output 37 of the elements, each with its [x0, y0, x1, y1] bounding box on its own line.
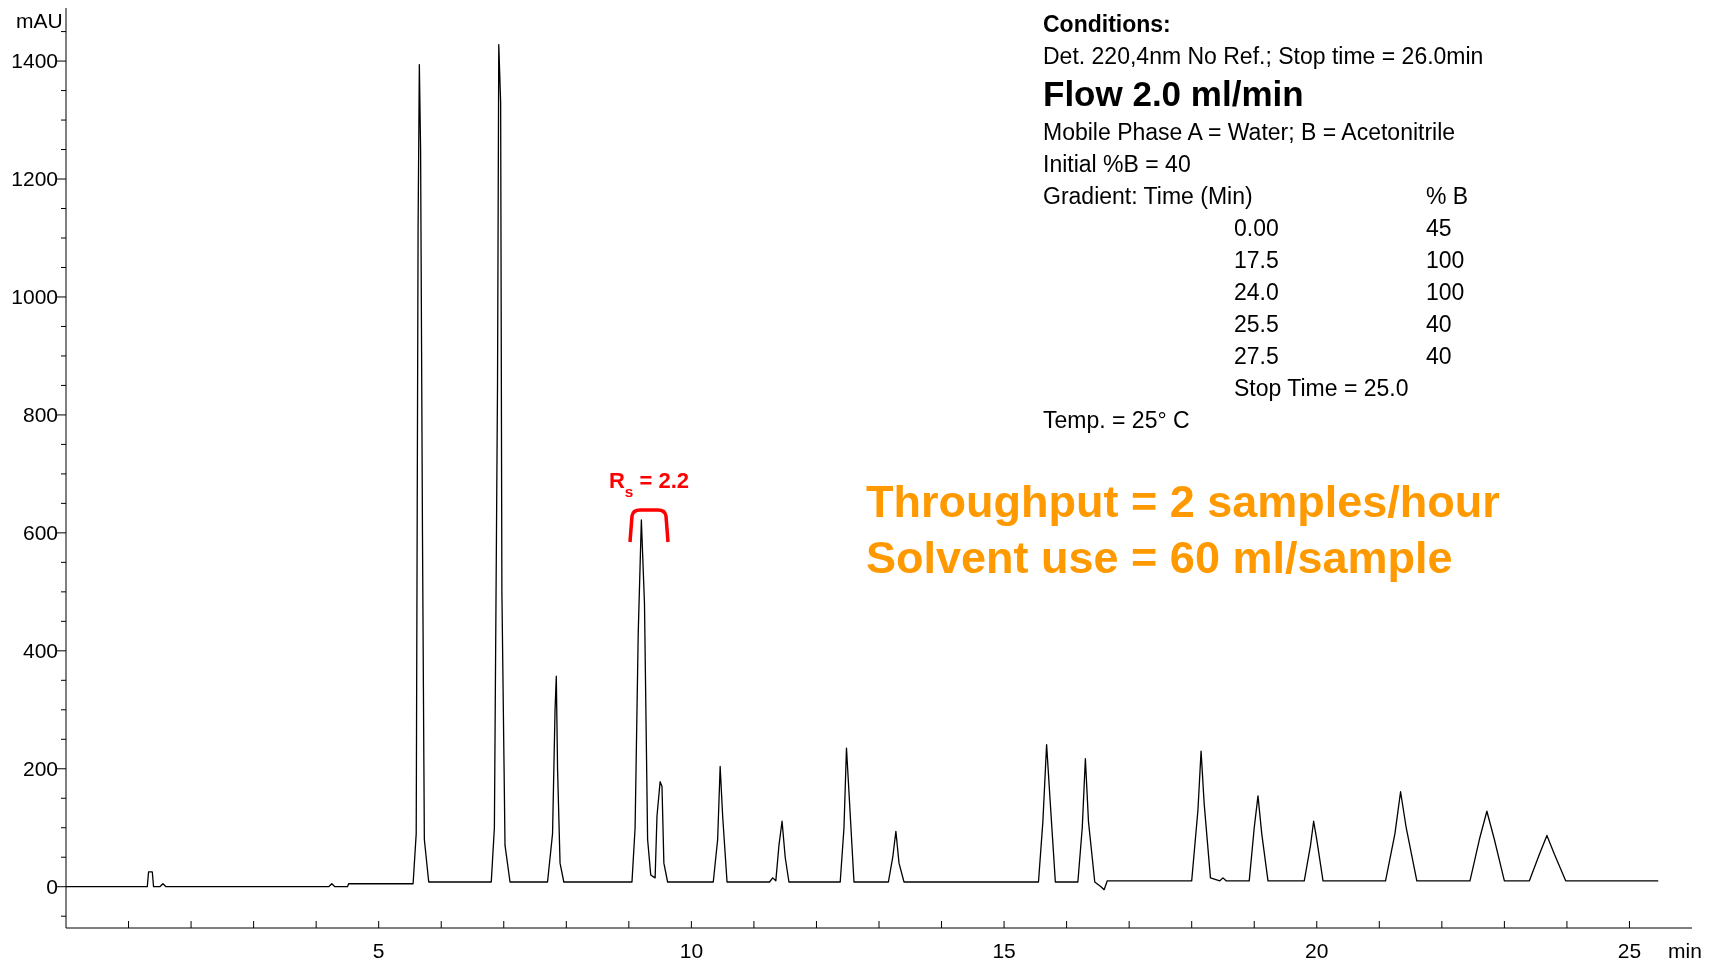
- y-tick-label: 200: [22, 756, 58, 780]
- x-tick-label: 20: [1305, 939, 1329, 962]
- y-tick-label: 800: [22, 402, 58, 426]
- annotation: Flow 2.0 ml/min: [1043, 74, 1304, 113]
- y-tick-label: 0: [46, 874, 58, 898]
- y-tick-label: 400: [22, 638, 58, 662]
- annotation: Throughput = 2 samples/hour: [866, 476, 1500, 527]
- y-axis-title: mAU: [16, 9, 63, 32]
- annotation: Det. 220,4nm No Ref.; Stop time = 26.0min: [1043, 43, 1484, 69]
- annotation: Conditions:: [1043, 11, 1171, 37]
- annotation: % B: [1426, 183, 1469, 209]
- annotation: 100: [1426, 247, 1465, 273]
- y-tick-label: 1400: [11, 49, 58, 73]
- annotation: R$_{s}$ = 2.2: [608, 468, 690, 500]
- x-tick-label: 25: [1617, 939, 1642, 962]
- annotation: Mobile Phase A = Water; B = Acetonitrile: [1043, 119, 1456, 145]
- x-axis-title: min: [1668, 939, 1702, 962]
- annotation: Temp. = 25° C: [1043, 407, 1190, 433]
- annotation: Initial %B = 40: [1043, 151, 1191, 177]
- annotation: 25.5: [1234, 311, 1279, 337]
- y-tick-label: 1200: [11, 167, 58, 191]
- x-tick-label: 10: [679, 939, 704, 962]
- annotation: Stop Time = 25.0: [1234, 375, 1409, 401]
- y-tick-label: 1000: [11, 284, 58, 308]
- y-tick-label: 600: [22, 520, 58, 544]
- annotation: Solvent use = 60 ml/sample: [866, 532, 1453, 583]
- x-tick-label: 15: [992, 939, 1016, 962]
- annotation: 40: [1426, 343, 1452, 369]
- annotation: 17.5: [1234, 247, 1279, 273]
- x-tick-label: 5: [372, 939, 385, 962]
- annotation: 100: [1426, 279, 1465, 305]
- annotation: Gradient: Time (Min): [1043, 183, 1253, 209]
- annotation: 0.00: [1234, 215, 1279, 241]
- annotation: 27.5: [1234, 343, 1279, 369]
- annotation: 24.0: [1234, 279, 1279, 305]
- annotation: 40: [1426, 311, 1452, 337]
- annotation: 45: [1426, 215, 1452, 241]
